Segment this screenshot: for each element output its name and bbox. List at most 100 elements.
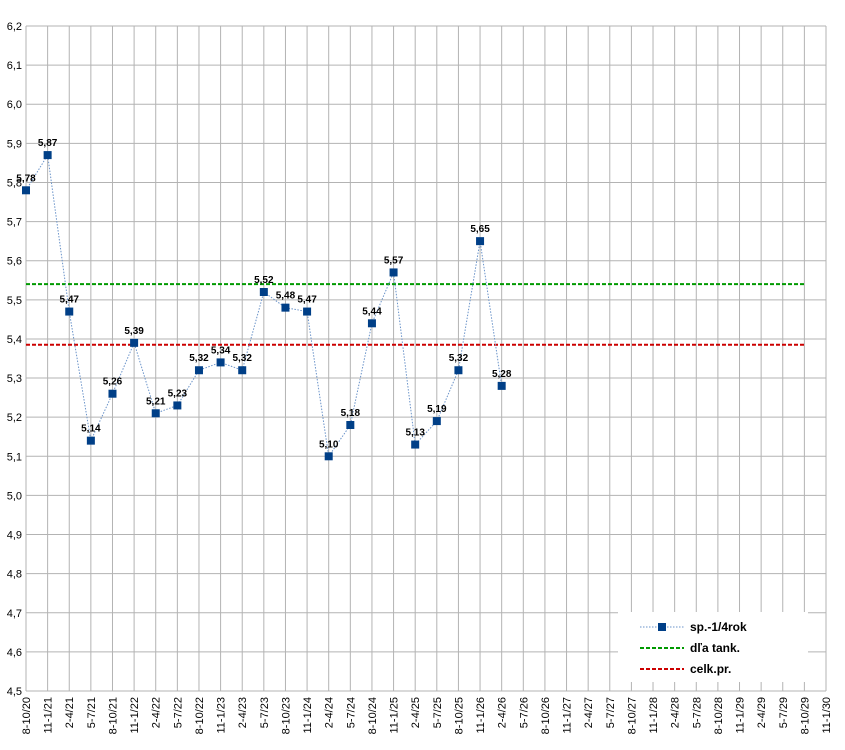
x-tick-label: 11-1/28 xyxy=(648,697,660,734)
data-point xyxy=(389,268,398,277)
x-tick-label: 5-7/28 xyxy=(691,697,703,728)
x-tick-label: 5-7/26 xyxy=(518,697,530,728)
data-label: 5,14 xyxy=(81,424,101,435)
y-tick-label: 4,9 xyxy=(7,530,22,542)
data-labels: 5,785,875,475,145,265,395,215,235,325,34… xyxy=(16,138,512,450)
data-label: 5,52 xyxy=(254,275,274,286)
x-tick-label: 5-7/29 xyxy=(778,697,790,728)
x-tick-label: 2-4/21 xyxy=(64,697,76,728)
data-point xyxy=(497,381,506,390)
data-point xyxy=(367,319,376,328)
y-tick-label: 5,7 xyxy=(7,217,22,229)
x-tick-label: 2-4/24 xyxy=(324,697,336,728)
data-label: 5,65 xyxy=(470,224,490,235)
data-point xyxy=(86,436,95,445)
data-point xyxy=(303,307,312,316)
x-tick-label: 11-1/23 xyxy=(216,697,228,734)
x-tick-label: 8-10/22 xyxy=(194,697,206,734)
data-label: 5,23 xyxy=(168,388,188,399)
data-point xyxy=(216,358,225,367)
x-tick-label: 11-1/27 xyxy=(562,697,574,734)
data-label: 5,87 xyxy=(38,138,58,149)
data-label: 5,57 xyxy=(384,255,404,266)
data-label: 5,26 xyxy=(103,377,123,388)
data-point xyxy=(281,303,290,312)
y-tick-label: 4,7 xyxy=(7,608,22,620)
x-tick-label: 11-1/21 xyxy=(43,697,55,734)
x-axis: 8-10/20 11-1/21 2-4/21 5-7/21 8-10/21 11-1/22… xyxy=(21,697,833,734)
legend-label-sp: sp.-1/4rok xyxy=(690,620,747,634)
data-point xyxy=(411,440,420,449)
x-tick-label: 8-10/20 xyxy=(21,697,33,734)
x-tick-label: 2-4/29 xyxy=(756,697,768,728)
x-tick-label: 5-7/27 xyxy=(605,697,617,728)
x-tick-label: 5-7/23 xyxy=(259,697,271,728)
y-tick-label: 5,1 xyxy=(7,451,22,463)
y-tick-label: 5,9 xyxy=(7,138,22,150)
data-point xyxy=(476,237,485,246)
data-label: 5,32 xyxy=(189,353,209,364)
x-tick-label: 8-10/28 xyxy=(713,697,725,734)
data-point xyxy=(454,366,463,375)
x-tick-label: 8-10/24 xyxy=(367,697,379,734)
x-tick-label: 5-7/25 xyxy=(432,697,444,728)
x-tick-label: 2-4/25 xyxy=(410,697,422,728)
x-tick-label: 8-10/25 xyxy=(453,697,465,734)
x-tick-label: 11-1/22 xyxy=(129,697,141,734)
data-point xyxy=(346,421,355,429)
y-tick-label: 5,4 xyxy=(7,334,22,346)
x-tick-label: 2-4/28 xyxy=(670,697,682,728)
legend-label-celk: celk.pr. xyxy=(690,662,731,676)
data-label: 5,44 xyxy=(362,306,382,317)
data-point xyxy=(324,452,333,461)
y-tick-label: 4,5 xyxy=(7,686,22,698)
x-tick-label: 5-7/21 xyxy=(86,697,98,728)
y-tick-label: 5,2 xyxy=(7,412,22,424)
x-tick-label: 5-7/24 xyxy=(345,697,357,728)
data-point xyxy=(65,307,74,316)
data-label: 5,47 xyxy=(60,295,80,306)
y-tick-label: 6,2 xyxy=(7,21,22,33)
x-tick-label: 11-1/25 xyxy=(389,697,401,734)
reference-lines xyxy=(26,283,805,346)
y-tick-label: 4,6 xyxy=(7,647,22,659)
x-tick-label: 8-10/26 xyxy=(540,697,552,734)
data-point xyxy=(108,389,117,398)
y-tick-label: 5,5 xyxy=(7,295,22,307)
y-tick-label: 5,8 xyxy=(7,177,22,189)
data-point xyxy=(151,409,160,418)
data-label: 5,10 xyxy=(319,439,339,450)
data-label: 5,13 xyxy=(405,428,425,439)
x-tick-label: 8-10/27 xyxy=(626,697,638,734)
data-label: 5,39 xyxy=(124,326,144,337)
data-point xyxy=(173,401,182,410)
y-tick-label: 6,0 xyxy=(7,99,22,111)
x-tick-label: 5-7/22 xyxy=(172,697,184,728)
data-point xyxy=(43,151,52,160)
data-point xyxy=(22,186,30,195)
series-sp xyxy=(22,151,506,461)
y-tick-label: 5,0 xyxy=(7,490,22,502)
x-tick-label: 8-10/23 xyxy=(280,697,292,734)
data-label: 5,19 xyxy=(427,404,447,415)
legend-label-tank: dľa tank. xyxy=(690,641,740,655)
x-tick-label: 2-4/22 xyxy=(151,697,163,728)
data-label: 5,18 xyxy=(341,408,361,419)
x-tick-label: 11-1/24 xyxy=(302,697,314,734)
y-tick-label: 5,6 xyxy=(7,256,22,268)
legend-marker-sp xyxy=(658,623,666,631)
y-axis: 4,5 4,6 4,7 4,8 4,9 5,0 5,1 5,2 5,3 5,4 5,5 5,6 5,7 5… xyxy=(7,21,22,698)
data-label: 5,32 xyxy=(232,353,252,364)
x-tick-label: 11-1/26 xyxy=(475,697,487,734)
data-point xyxy=(259,288,268,296)
x-tick-label: 8-10/29 xyxy=(799,697,811,734)
data-label: 5,48 xyxy=(276,291,296,302)
data-point xyxy=(432,417,441,426)
data-point xyxy=(194,366,203,375)
data-point xyxy=(130,338,139,347)
data-label: 5,47 xyxy=(297,295,317,306)
x-tick-label: 2-4/27 xyxy=(583,697,595,728)
legend: sp.-1/4rok dľa tank. celk.pr. xyxy=(618,612,808,682)
grid xyxy=(25,25,827,692)
